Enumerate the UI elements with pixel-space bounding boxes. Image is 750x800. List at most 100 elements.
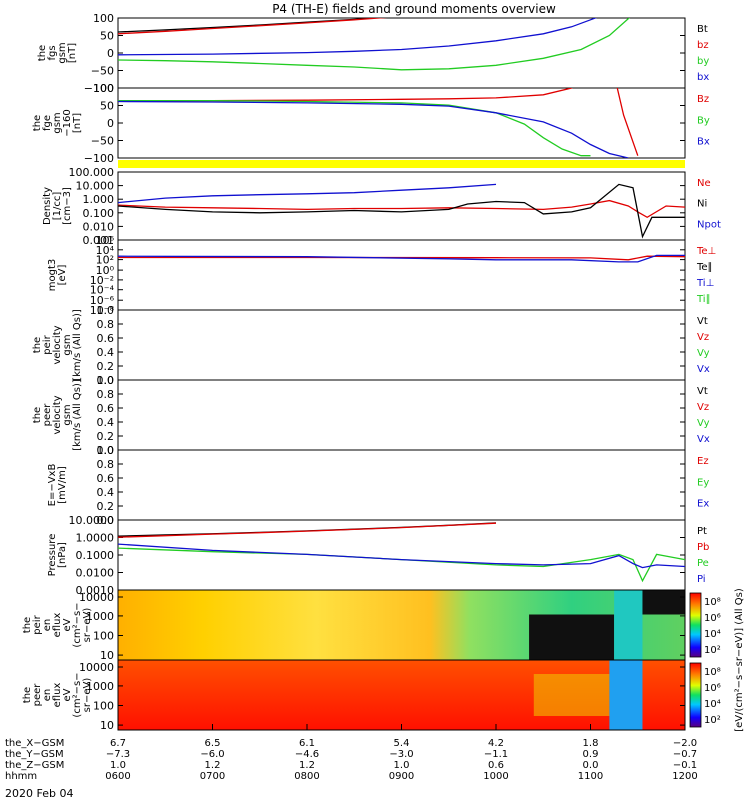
y-axis-label: eflux [52,613,63,638]
xaxis-value: 6.1 [299,738,315,749]
xaxis-value: 0800 [294,771,319,782]
legend-item: Npot [697,219,721,230]
panel-frame [117,519,686,591]
legend-item: Vz [697,402,709,413]
panel-frame [117,379,686,451]
legend-item: Ti⊥ [696,278,714,289]
legend-item: Ni [697,199,707,210]
y-axis-label: eV [62,618,73,631]
y-axis-label: [nPa] [57,542,68,568]
y-tick-label: 10000 [79,661,114,674]
xaxis-value: 1.0 [394,760,410,771]
y-axis-label: [cm−3] [62,187,73,225]
colorbar [689,592,702,658]
legend-item: bx [697,72,709,83]
panel-frame [117,171,686,241]
panel-frame [117,309,686,381]
legend-item: Vx [697,364,710,375]
y-tick-label: 10⁻⁶ [90,294,115,307]
y-axis-label: peer [32,683,43,707]
y-tick-label: 0 [107,117,114,130]
y-tick-label: 50 [100,30,114,43]
heatmap-band [533,674,610,716]
y-axis-label: [1/cc] [52,192,63,221]
y-axis-label: −160 [62,109,73,136]
y-axis-label: en [42,619,53,632]
y-tick-label: 0.0 [97,514,115,527]
legend-item: Ez [697,456,709,467]
y-tick-label: 10⁻⁸ [90,304,115,317]
y-tick-label: 0.2 [97,500,115,513]
y-axis-label: velocity [52,325,63,364]
y-axis-label: velocity [52,395,63,434]
series-line-Te⊥ [118,255,685,261]
y-tick-label: 0.8 [97,318,115,331]
series-line-Ni [118,183,685,239]
xaxis-value: 5.4 [394,738,410,749]
y-tick-label: −100 [84,152,114,165]
colorbar-tick-label: 10² [704,645,721,656]
series-line-Pb [118,522,497,538]
xaxis-value: 0.9 [583,749,599,760]
y-tick-label: 0.6 [97,332,115,345]
legend-item: Ex [697,499,709,510]
xaxis-value: 1200 [672,771,697,782]
y-tick-label: 10 [100,649,114,662]
y-tick-label: 0.001 [83,234,115,247]
xaxis-value: −3.0 [389,749,413,760]
xaxis-value: −4.6 [295,749,319,760]
y-tick-label: 0.0010 [76,584,115,597]
y-axis-label: fgs [47,45,58,60]
y-tick-label: 10² [96,254,114,267]
series-line-by [118,18,631,71]
colorbar-tick-label: 10⁴ [704,699,721,710]
legend-item: by [697,56,709,67]
y-tick-label: 0.0 [97,444,115,457]
colorbar-label: [eV/(cm²−s−sr−eV)] (All Qs) [734,588,745,732]
panel-fge: 100 50 0 −50 −100 the fge gsm −160 [nT] Bz By Bx [32,82,710,165]
colorbar [689,662,702,728]
series-line-Pi [118,543,685,569]
legend-item: Vt [697,386,708,397]
y-tick-label: 100.000 [69,166,115,179]
legend-item: By [697,115,710,126]
y-tick-label: 1.0000 [76,532,115,545]
y-tick-label: −50 [91,65,114,78]
colorbar-tick-label: 10⁴ [704,629,721,640]
y-tick-label: 0.0 [97,374,115,387]
y-tick-label: 10⁶ [96,234,115,247]
y-tick-label: 1.0 [97,374,115,387]
xaxis-value: 1.2 [299,760,315,771]
xaxis-value: 1.8 [583,738,599,749]
panel-frame [117,449,686,521]
y-tick-label: 100 [93,700,114,713]
xaxis-value: 1.0 [110,760,126,771]
xaxis-value: 0.6 [488,760,504,771]
y-tick-label: 0.6 [97,472,115,485]
legend-item: Vt [697,316,708,327]
date-label: 2020 Feb 04 [5,787,73,800]
xaxis-value: 4.2 [488,738,504,749]
y-tick-label: 0.010 [83,220,115,233]
y-tick-label: 1000 [86,680,114,693]
quality-flag-bar [118,160,685,168]
legend-item: Vy [697,348,710,359]
y-axis-label: eflux [52,683,63,708]
colorbar-tick-label: 10⁶ [704,613,721,624]
y-tick-label: 0.8 [97,458,115,471]
legend-item: Vy [697,418,710,429]
legend-item: Ti∥ [696,294,711,305]
y-tick-label: 0 [107,47,114,60]
y-tick-label: 10.000 [76,180,115,193]
y-tick-label: 0.8 [97,388,115,401]
series-line-By [118,99,591,157]
legend-item: Bz [697,94,709,105]
y-tick-label: 0.2 [97,430,115,443]
legend-item: Ne [697,178,711,189]
xaxis-value: 6.5 [205,738,221,749]
y-tick-label: 10⁴ [96,244,115,257]
